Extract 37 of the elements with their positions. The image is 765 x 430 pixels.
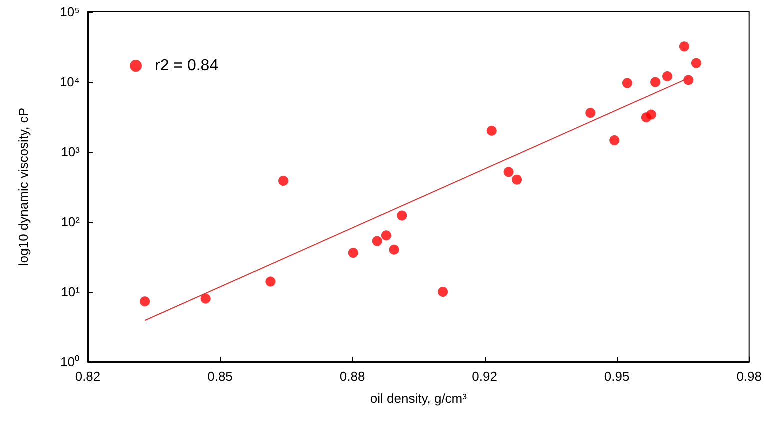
- y-tick-label: 10⁵: [60, 4, 80, 20]
- x-tick-label: 0.88: [340, 369, 366, 384]
- legend-label: r2 = 0.84: [155, 58, 219, 74]
- point: [438, 287, 448, 297]
- y-tick-label: 10⁰: [60, 354, 80, 370]
- x-axis-title: oil density, g/cm³: [370, 391, 468, 406]
- y-tick-label: 10³: [61, 144, 81, 160]
- y-tick-label: 10¹: [61, 284, 81, 300]
- x-tick-label: 0.92: [472, 369, 498, 384]
- point: [650, 77, 661, 88]
- point: [200, 294, 211, 304]
- point: [140, 296, 150, 307]
- point: [610, 136, 620, 146]
- point: [646, 110, 656, 120]
- y-axis-title: log10 dynamic viscosity, cP: [16, 108, 31, 266]
- y-tick-label: 10²: [61, 214, 81, 230]
- point: [691, 58, 702, 68]
- x-tick-label: 0.82: [75, 369, 101, 384]
- point: [381, 230, 392, 241]
- y-tick-label: 10⁴: [60, 74, 80, 90]
- x-tick-label: 0.85: [208, 369, 233, 384]
- point: [586, 108, 596, 118]
- point: [397, 210, 408, 221]
- point: [266, 276, 276, 287]
- point: [389, 244, 400, 255]
- point: [679, 42, 690, 52]
- point: [622, 78, 632, 88]
- point: [662, 71, 673, 82]
- point: [486, 126, 497, 136]
- point: [512, 174, 522, 185]
- point: [684, 75, 694, 86]
- x-tick-label: 0.95: [604, 369, 630, 384]
- point: [372, 236, 382, 246]
- x-tick-label: 0.98: [736, 369, 762, 384]
- point: [278, 176, 289, 186]
- point: [348, 248, 358, 258]
- point: [504, 167, 514, 178]
